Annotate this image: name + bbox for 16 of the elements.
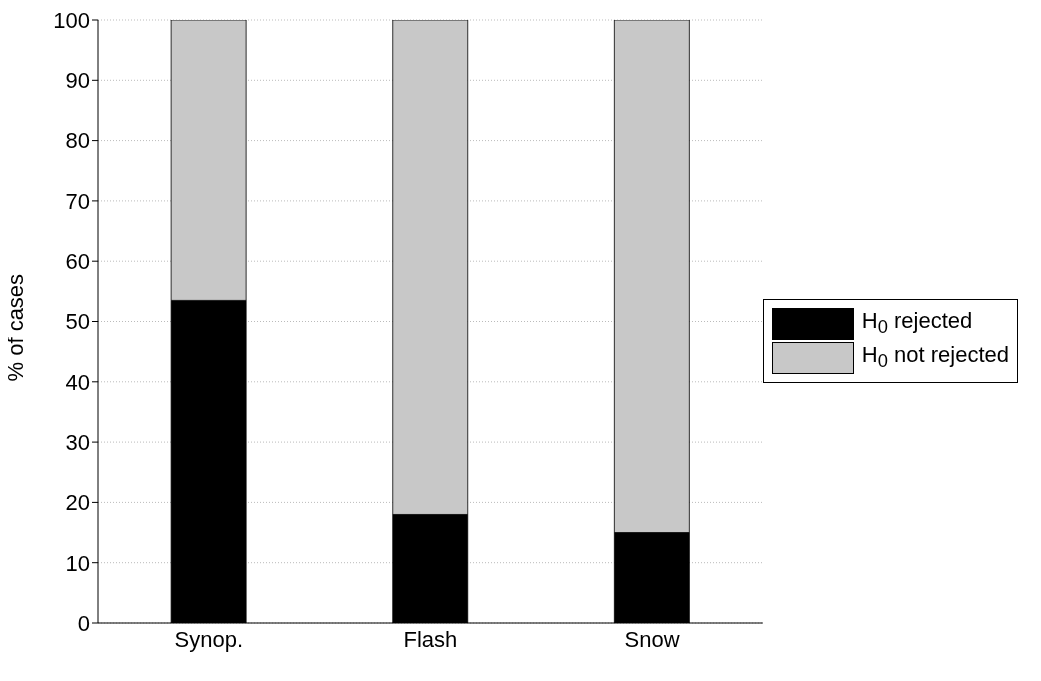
y-tick-label: 90 [65, 68, 90, 94]
y-tick-label: 50 [65, 309, 90, 335]
y-tick-label: 100 [53, 7, 90, 33]
y-tick-label: 30 [65, 429, 90, 455]
x-tick-label: Snow [624, 626, 680, 652]
y-tick-label: 10 [65, 550, 90, 576]
x-tick-label: Synop. [174, 626, 244, 652]
y-tick-label: 70 [65, 188, 90, 214]
y-tick-label: 60 [65, 249, 90, 275]
y-tick-label: 80 [65, 128, 90, 154]
y-tick-label: 40 [65, 369, 90, 395]
y-tick-label: 0 [77, 610, 90, 636]
legend-label: H$_{0}$ rejected [861, 308, 973, 339]
legend-label: H$_{0}$ not rejected [861, 342, 1009, 373]
y-tick-label: 20 [65, 490, 90, 516]
x-tick-label: Flash [403, 626, 458, 652]
